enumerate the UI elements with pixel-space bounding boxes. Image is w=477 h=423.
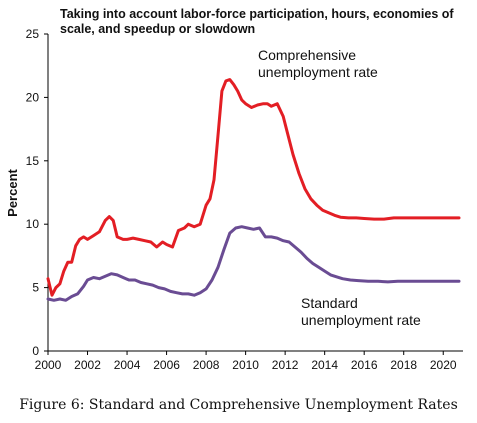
series-lines xyxy=(46,78,461,302)
series-labels: Comprehensive unemployment rate Standard… xyxy=(258,47,421,328)
standard-series-label-line-2: unemployment rate xyxy=(301,312,421,328)
comprehensive-unemployment-line xyxy=(46,78,461,297)
y-tick-label: 20 xyxy=(26,90,40,104)
standard-unemployment-line xyxy=(46,225,461,302)
y-tick-label: 15 xyxy=(26,154,40,168)
y-tick-label: 10 xyxy=(26,217,40,231)
x-tick-label: 2008 xyxy=(193,358,220,372)
x-tick-label: 2000 xyxy=(35,358,62,372)
chart-subtitle-line-2: scale, and speedup or slowdown xyxy=(60,22,255,36)
comprehensive-series-label-line-2: unemployment rate xyxy=(258,64,378,80)
y-tick-label: 5 xyxy=(32,281,39,295)
chart-subtitle: Taking into account labor-force particip… xyxy=(60,7,454,36)
axes xyxy=(47,34,463,352)
comprehensive-series-label-line-1: Comprehensive xyxy=(258,47,356,63)
x-tick-label: 2004 xyxy=(114,358,141,372)
x-tick-label: 2016 xyxy=(351,358,378,372)
x-axis-ticks: 2000 2002 2004 2006 2008 2010 2012 2014 2016 2018… xyxy=(35,351,457,372)
x-tick-label: 2002 xyxy=(74,358,101,372)
chart-subtitle-line-1: Taking into account labor-force particip… xyxy=(60,7,454,21)
x-tick-label: 2020 xyxy=(430,358,457,372)
y-tick-label: 25 xyxy=(26,27,40,41)
x-tick-label: 2012 xyxy=(272,358,299,372)
x-tick-label: 2018 xyxy=(390,358,417,372)
y-axis-ticks: 0 5 10 15 20 25 xyxy=(26,27,48,358)
x-tick-label: 2006 xyxy=(153,358,180,372)
y-axis-label: Percent xyxy=(5,168,20,216)
x-tick-label: 2014 xyxy=(311,358,338,372)
y-tick-label: 0 xyxy=(32,344,39,358)
x-tick-label: 2010 xyxy=(232,358,259,372)
chart: Taking into account labor-force particip… xyxy=(5,7,463,372)
standard-series-label-line-1: Standard xyxy=(301,295,358,311)
figure-caption: Figure 6: Standard and Comprehensive Une… xyxy=(19,397,458,413)
